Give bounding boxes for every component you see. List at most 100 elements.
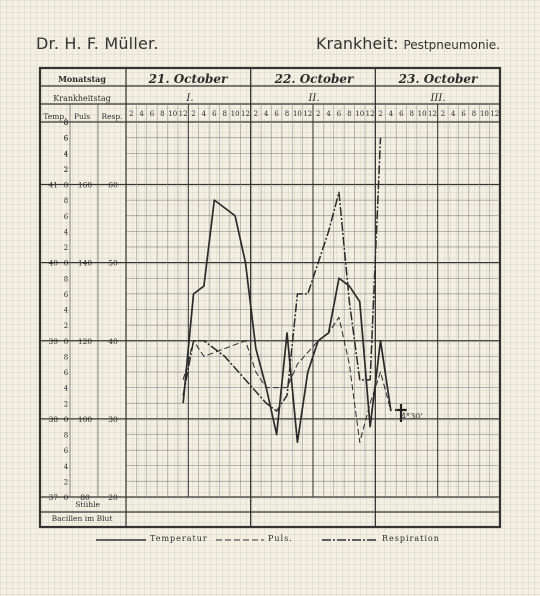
temp-decimal-tick: 4 [64,228,69,236]
hour-tick-label: 10 [418,110,427,118]
temp-degree-label: 40 [48,259,58,268]
temp-decimal-tick: 8 [64,119,68,127]
temp-degree-label: 41 [48,181,58,190]
temp-degree-label: 37 [48,493,58,502]
sick-day-label-3: III. [429,93,445,104]
temp-decimal-tick: 6 [64,213,69,221]
col-header-pulse: Puls [74,112,90,121]
legend-label-pulse: Puls. [268,534,293,543]
temp-decimal-tick: 8 [64,432,68,440]
temp-decimal-tick: 6 [64,369,69,377]
temp-decimal-tick: 6 [64,135,69,143]
row-label-stool: Stühle [75,500,100,509]
hour-tick-label: 4 [389,110,394,118]
hour-tick-label: 8 [347,110,351,118]
hour-tick-label: 6 [399,110,404,118]
temp-decimal-label: 0 [64,415,69,424]
temp-decimal-tick: 2 [64,244,68,252]
temp-decimal-tick: 8 [64,275,68,283]
hour-tick-label: 4 [202,110,207,118]
temp-decimal-tick: 6 [64,447,69,455]
chart-frame [38,66,502,529]
temp-decimal-tick: 2 [64,166,68,174]
hour-tick-label: 2 [129,110,133,118]
hour-tick-label: 2 [254,110,258,118]
temp-decimal-tick: 8 [64,197,68,205]
respiration-line [182,137,382,412]
resp-scale-label: 30 [108,415,118,424]
hour-tick-label: 10 [480,110,489,118]
temp-degree-label: 38 [48,415,58,424]
hour-tick-label: 8 [222,110,226,118]
date-label-3: 23. October [398,72,479,86]
pulse-scale-label: 100 [78,415,93,424]
sick-day-label-1: I. [185,93,193,104]
legend-label-respiration: Respiration [382,534,440,543]
resp-scale-label: 60 [108,181,118,190]
hour-tick-label: 12 [366,110,375,118]
temp-decimal-tick: 8 [64,119,68,127]
temp-decimal-tick: 2 [64,322,68,330]
temp-decimal-tick: 6 [64,291,69,299]
hour-tick-label: 2 [191,110,195,118]
hour-tick-label: 6 [337,110,342,118]
temp-decimal-tick: 4 [64,385,69,393]
hour-tick-label: 2 [316,110,320,118]
hour-tick-label: 6 [274,110,279,118]
col-header-temp: Temp. [43,112,66,121]
doctor-name: Dr. H. F. Müller. [36,34,159,53]
row-label-bacilli: Bacillen im Blut [52,514,113,523]
date-label-2: 22. October [274,72,355,86]
hour-tick-label: 8 [409,110,413,118]
legend-label-temperature: Temperatur [150,534,208,543]
sick-day-label-2: II. [307,93,319,104]
pulse-scale-label: 120 [78,337,93,346]
temp-decimal-label: 0 [64,181,69,190]
temp-decimal-tick: 4 [64,150,69,158]
death-note: 4°30' [401,412,422,421]
col-header-resp: Resp. [101,112,122,121]
temp-decimal-tick: 8 [64,353,68,361]
temp-decimal-label: 0 [64,337,69,346]
row-label-month-day: Monatstag [58,74,106,84]
hour-tick-label: 4 [451,110,456,118]
temp-decimal-tick: 6 [64,135,69,143]
pulse-scale-label: 80 [80,493,90,502]
hour-tick-label: 12 [428,110,437,118]
pulse-scale-label: 140 [78,259,93,268]
hour-tick-label: 4 [326,110,331,118]
hour-tick-label: 6 [150,110,155,118]
hour-tick-label: 8 [285,110,289,118]
temp-decimal-label: 0 [64,259,69,268]
temp-decimal-label: 0 [64,493,69,502]
hour-tick-label: 10 [168,110,177,118]
pulse-scale-label: 160 [78,181,93,190]
hour-tick-label: 6 [461,110,466,118]
hour-tick-label: 6 [212,110,217,118]
row-label-sick-day: Krankheitstag [53,94,110,103]
hour-tick-label: 10 [293,110,302,118]
hour-tick-label: 10 [231,110,240,118]
date-label-1: 21. October [148,72,229,86]
disease-header: Krankheit: Pestpneumonie. [316,34,500,53]
temp-decimal-tick: 2 [64,166,68,174]
temp-decimal-tick: 2 [64,478,68,486]
hour-tick-label: 4 [139,110,144,118]
hour-tick-label: 10 [355,110,364,118]
hour-tick-label: 2 [441,110,445,118]
temp-decimal-tick: 4 [64,150,69,158]
temperature-line [182,199,392,444]
resp-scale-label: 50 [108,259,118,268]
disease-label: Krankheit: [316,34,399,53]
hour-tick-label: 4 [264,110,269,118]
disease-name: Pestpneumonie. [403,38,500,52]
hour-tick-label: 12 [241,110,250,118]
hour-tick-label: 2 [378,110,382,118]
temp-decimal-tick: 4 [64,307,69,315]
hour-tick-label: 8 [472,110,476,118]
hour-tick-label: 12 [303,110,312,118]
resp-scale-label: 40 [108,337,118,346]
temp-decimal-tick: 4 [64,463,69,471]
